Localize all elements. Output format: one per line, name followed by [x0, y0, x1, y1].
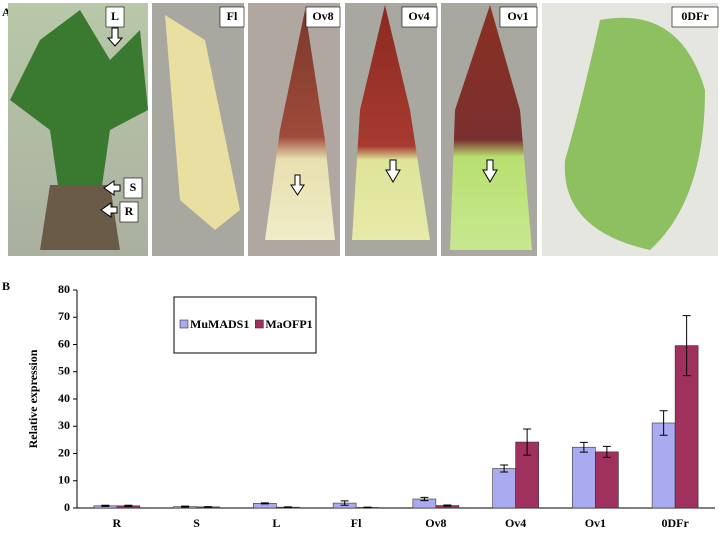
x-tick-label: L	[272, 516, 280, 530]
error-bar	[659, 410, 668, 436]
y-tick-label: 70	[58, 309, 70, 323]
x-tick-label: R	[113, 516, 122, 530]
panel-label: B	[2, 279, 10, 293]
tag	[105, 6, 125, 28]
flower	[165, 15, 240, 230]
x-tick-label: S	[193, 516, 200, 530]
legend-label: MaOFP1	[265, 317, 312, 331]
bract	[352, 5, 430, 240]
tag	[499, 6, 538, 28]
bract	[265, 10, 335, 240]
legend-label: MuMADS1	[190, 317, 249, 331]
x-tick-label: Ov8	[425, 516, 446, 530]
tag	[123, 177, 143, 199]
error-bar	[101, 504, 110, 507]
y-axis-label: Relative expression	[26, 349, 40, 448]
photo-label: Ov4	[408, 9, 429, 23]
y-tick-label: 20	[58, 445, 70, 459]
tag	[401, 6, 438, 28]
tag	[671, 6, 719, 28]
error-bar	[181, 505, 190, 508]
error-bar	[124, 504, 133, 507]
error-bar	[523, 428, 532, 456]
x-tick-label: Ov4	[505, 516, 526, 530]
photo-label: 0DFr	[681, 9, 709, 23]
error-bar	[260, 502, 269, 505]
tag	[219, 6, 245, 28]
bar	[572, 446, 596, 509]
x-tick-label: Fl	[351, 516, 362, 530]
error-bar	[340, 500, 349, 506]
y-tick-label: 30	[58, 418, 70, 432]
error-bar	[443, 504, 452, 507]
leaves	[10, 10, 148, 200]
error-bar	[283, 506, 292, 508]
y-tick-label: 60	[58, 336, 70, 350]
fruit-hand	[564, 17, 705, 250]
photo-label: Ov1	[507, 9, 528, 23]
photo-label: Fl	[227, 9, 238, 23]
arrow-label: S	[130, 180, 137, 194]
legend-swatch	[255, 319, 264, 329]
arrows	[100, 27, 498, 218]
legend-box	[173, 296, 317, 354]
arrow-label: L	[111, 9, 119, 23]
error-bar	[602, 445, 611, 458]
photo-label: Ov8	[312, 9, 333, 23]
arrow-label: R	[125, 204, 134, 218]
bar	[492, 468, 516, 509]
panel-label: A	[2, 5, 11, 19]
x-tick-label: 0DFr	[661, 516, 689, 530]
tag	[119, 201, 139, 223]
error-bar	[682, 315, 691, 377]
roots	[40, 185, 120, 250]
x-tick-label: Ov1	[585, 516, 606, 530]
error-bar	[579, 441, 588, 453]
y-tick-label: 10	[58, 473, 70, 487]
error-bar	[363, 506, 372, 509]
error-bar	[204, 506, 213, 508]
y-tick-label: 80	[58, 282, 70, 296]
legend-swatch	[179, 319, 189, 329]
y-tick-label: 40	[58, 391, 70, 405]
error-bar	[420, 496, 429, 502]
y-tick-label: 50	[58, 364, 70, 378]
bract	[450, 5, 532, 250]
bar	[595, 451, 619, 509]
y-tick-label: 0	[64, 500, 70, 514]
tag	[305, 6, 341, 28]
error-bar	[500, 464, 509, 473]
